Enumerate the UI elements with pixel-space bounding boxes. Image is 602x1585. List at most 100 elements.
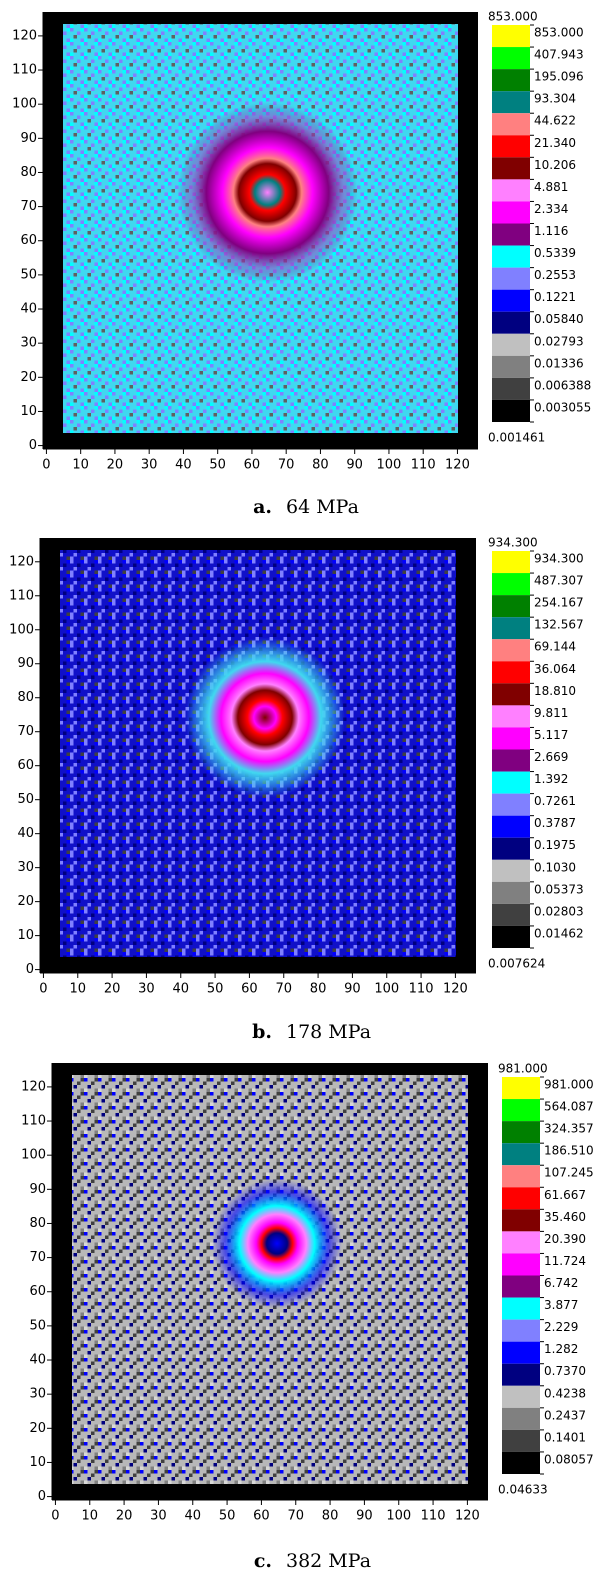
colorbar-band [492, 573, 530, 596]
colorbar-band [492, 617, 530, 640]
colorbar-tick-label: 407.943 [534, 48, 584, 62]
y-tick-label: 60 [17, 758, 34, 773]
y-tick-label: 80 [17, 690, 34, 705]
y-tick-label: 10 [20, 404, 37, 419]
y-tick-label: 100 [21, 1148, 46, 1163]
colorbar-tick-label: 35.460 [544, 1210, 586, 1224]
colorbar-tick-label: 0.05840 [534, 312, 584, 326]
defect-region [177, 102, 358, 283]
y-tick-label: 10 [17, 928, 34, 943]
colorbar-tick-label: 1.282 [544, 1342, 578, 1356]
panel-title: 382 MPa [286, 1550, 371, 1572]
y-tick-label: 50 [17, 792, 34, 807]
x-tick-label: 0 [51, 1509, 59, 1524]
colorbar-band [502, 1429, 540, 1452]
x-tick-label: 120 [445, 458, 470, 473]
colorbar-tick-label: 3.877 [544, 1298, 578, 1312]
colorbar-min: 0.007624 [488, 957, 545, 971]
x-tick-label: 100 [374, 982, 399, 997]
colorbar-band [492, 201, 530, 224]
colorbar-band [502, 1341, 540, 1364]
x-tick-label: 90 [346, 458, 363, 473]
x-tick-label: 10 [72, 458, 89, 473]
colorbar-band [502, 1297, 540, 1320]
colorbar-band [492, 245, 530, 268]
colorbar-tick-label: 20.390 [544, 1232, 586, 1246]
panel-label: a. [253, 496, 272, 518]
colorbar-band [502, 1363, 540, 1386]
x-tick-label: 90 [356, 1509, 373, 1524]
y-tick-label: 20 [20, 370, 37, 385]
colorbar-tick-label: 853.000 [534, 26, 584, 40]
y-tick-label: 70 [20, 199, 37, 214]
colorbar-band [492, 749, 530, 772]
y-tick-label: 0 [26, 962, 34, 977]
colorbar-tick-label: 487.307 [534, 574, 584, 588]
colorbar-band [492, 47, 530, 70]
colorbar-tick-label: 21.340 [534, 136, 576, 150]
colorbar-tick-label: 0.01336 [534, 356, 584, 370]
colorbar-tick-label: 10.206 [534, 158, 576, 172]
y-tick-label: 20 [17, 894, 34, 909]
colorbar-band [492, 157, 530, 180]
y-tick-label: 70 [29, 1250, 46, 1265]
x-tick-label: 60 [253, 1509, 270, 1524]
colorbar-band [492, 25, 530, 48]
x-tick-label: 40 [184, 1509, 201, 1524]
y-tick-label: 110 [9, 588, 34, 603]
colorbar-band [492, 903, 530, 926]
colorbar-tick-label: 0.02793 [534, 334, 584, 348]
colorbar-tick-label: 2.229 [544, 1320, 578, 1334]
x-tick-label: 60 [244, 458, 261, 473]
colorbar-tick-label: 195.096 [534, 70, 584, 84]
y-tick-label: 40 [29, 1353, 46, 1368]
y-tick-label: 0 [29, 438, 37, 453]
colorbar-tick-label: 44.622 [534, 114, 576, 128]
x-tick-label: 100 [377, 458, 402, 473]
x-tick-label: 50 [207, 982, 224, 997]
colorbar-tick-label: 0.5339 [534, 246, 576, 260]
y-tick-label: 50 [29, 1318, 46, 1333]
x-tick-label: 100 [386, 1509, 411, 1524]
colorbar-band [502, 1253, 540, 1276]
colorbar-band [492, 223, 530, 246]
colorbar-band [502, 1165, 540, 1188]
colorbar-tick-label: 0.1221 [534, 290, 576, 304]
colorbar-tick-label: 0.01462 [534, 926, 584, 940]
colorbar-max: 853.000 [488, 10, 538, 24]
colorbar-band [502, 1385, 540, 1408]
y-tick-label: 20 [29, 1421, 46, 1436]
colorbar-tick-label: 18.810 [534, 684, 576, 698]
colorbar-tick-label: 69.144 [534, 640, 576, 654]
x-tick-label: 80 [312, 458, 329, 473]
x-tick-label: 50 [219, 1509, 236, 1524]
colorbar-band [502, 1077, 540, 1100]
colorbar-band [502, 1231, 540, 1254]
colorbar-band [492, 267, 530, 290]
colorbar-tick-label: 6.742 [544, 1276, 578, 1290]
x-tick-label: 80 [310, 982, 327, 997]
colorbar-tick-label: 564.087 [544, 1100, 594, 1114]
y-tick-label: 40 [17, 826, 34, 841]
colorbar-band [492, 859, 530, 882]
colorbar-band [502, 1187, 540, 1210]
colorbar-tick-label: 2.669 [534, 750, 568, 764]
colorbar-max: 981.000 [498, 1062, 548, 1076]
colorbar-tick-label: 5.117 [534, 728, 568, 742]
y-tick-label: 30 [29, 1387, 46, 1402]
x-tick-label: 20 [107, 458, 124, 473]
colorbar-tick-label: 0.1030 [534, 860, 576, 874]
colorbar-tick-label: 4.881 [534, 180, 568, 194]
y-tick-label: 120 [21, 1079, 46, 1094]
colorbar-band [492, 837, 530, 860]
colorbar-tick-label: 36.064 [534, 662, 576, 676]
colorbar-band [502, 1099, 540, 1122]
colorbar-tick-label: 2.334 [534, 202, 568, 216]
x-tick-label: 30 [138, 982, 155, 997]
colorbar-band [492, 69, 530, 92]
colorbar-min: 0.001461 [488, 431, 545, 445]
colorbar-band [492, 113, 530, 136]
colorbar-tick-label: 934.300 [534, 552, 584, 566]
colorbar-band [492, 311, 530, 334]
x-tick-label: 0 [39, 982, 47, 997]
